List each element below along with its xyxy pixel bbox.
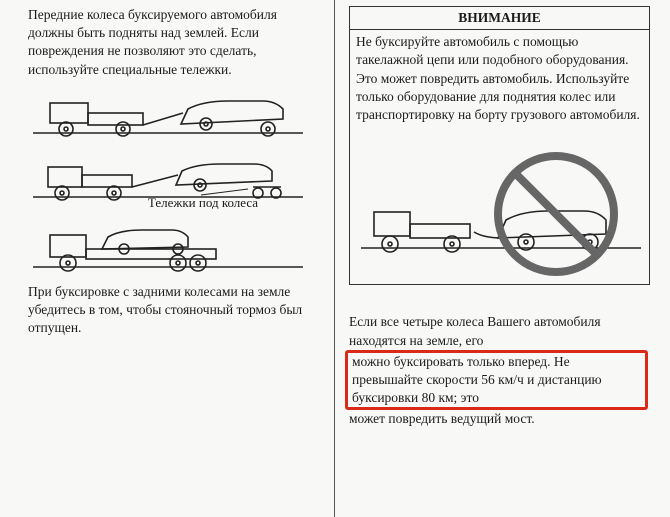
speed-distance-highlight: можно буксировать только вперед. Не прев… xyxy=(345,350,648,411)
warning-title: ВНИМАНИЕ xyxy=(350,7,649,30)
after-pre-text: Если все четыре колеса Вашего автомобиля… xyxy=(349,314,601,347)
dolly-label-text: Тележки под колеса xyxy=(148,195,258,209)
right-column: ВНИМАНИЕ Не буксируйте автомобиль с помо… xyxy=(335,0,670,517)
right-lower-paragraph: Если все четыре колеса Вашего автомобиля… xyxy=(349,313,650,428)
after-highlight-text: можно буксировать только вперед. Не прев… xyxy=(352,354,602,405)
towing-front-lift-icon xyxy=(28,83,308,143)
flatbed-transport-icon xyxy=(28,209,308,279)
after-post-text: может повредить ведущий мост. xyxy=(349,411,535,426)
left-column: Передние колеса буксируемого автомобиля … xyxy=(0,0,335,517)
left-outro-text: При буксировке с задними колесами на зем… xyxy=(28,283,318,338)
towing-dolly-icon: Тележки под колеса xyxy=(28,143,308,209)
left-intro-text: Передние колеса буксируемого автомобиля … xyxy=(28,6,318,79)
prohibited-towing-icon xyxy=(356,128,646,278)
warning-body-text: Не буксируйте автомобиль с помощью такел… xyxy=(356,33,643,124)
warning-box: ВНИМАНИЕ Не буксируйте автомобиль с помо… xyxy=(349,6,650,285)
